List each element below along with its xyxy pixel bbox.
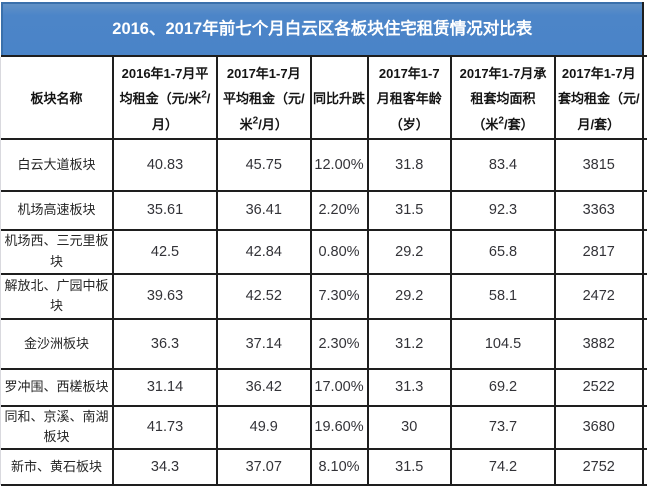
cell-rent-per-unit: 2522 xyxy=(556,369,642,405)
spacer-cell xyxy=(643,320,647,368)
spacer-cell xyxy=(643,2,647,55)
cell-avg2017: 36.42 xyxy=(218,369,310,405)
cell-avg2016: 42.5 xyxy=(114,231,216,273)
cell-avg2016: 34.3 xyxy=(114,450,216,484)
cell-avg2016: 31.14 xyxy=(114,369,216,405)
cell-avg2017: 49.9 xyxy=(218,406,310,448)
column-header-rent-per-unit: 2017年1-7月 套均租金（元/ 月/套） xyxy=(556,57,642,138)
cell-area: 83.4 xyxy=(452,140,554,190)
cell-rent-per-unit: 3815 xyxy=(556,140,642,190)
cell-yoy: 8.10% xyxy=(311,450,367,484)
cell-avg2017: 45.75 xyxy=(218,140,310,190)
cell-area: 65.8 xyxy=(452,231,554,273)
row-name: 新市、黄石板块 xyxy=(1,450,112,484)
row-name: 罗冲围、西槎板块 xyxy=(1,369,112,405)
cell-area: 58.1 xyxy=(452,274,554,318)
cell-avg2017: 37.07 xyxy=(218,450,310,484)
cell-avg2017: 36.41 xyxy=(218,191,310,229)
cell-area: 74.2 xyxy=(452,450,554,484)
cell-avg2017: 42.52 xyxy=(218,274,310,318)
table-left-gridline xyxy=(0,57,1,485)
cell-age: 31.8 xyxy=(368,140,450,190)
cell-age: 29.2 xyxy=(368,231,450,273)
column-header-avg2016: 2016年1-7月平 均租金（元/米2/ 月） xyxy=(114,57,216,138)
cell-rent-per-unit: 2752 xyxy=(556,450,642,484)
cell-age: 29.2 xyxy=(368,274,450,318)
row-name: 机场西、三元里板块 xyxy=(1,231,112,273)
cell-avg2016: 39.63 xyxy=(114,274,216,318)
spacer-cell xyxy=(643,57,647,138)
cell-age: 31.3 xyxy=(368,369,450,405)
spacer-cell xyxy=(643,274,647,318)
cell-age: 31.5 xyxy=(368,450,450,484)
spacer-cell xyxy=(643,369,647,405)
spacer-cell xyxy=(643,231,647,273)
row-name: 白云大道板块 xyxy=(1,140,112,190)
table-title: 2016、2017年前七个月白云区各板块住宅租赁情况对比表 xyxy=(1,2,642,55)
column-header-name: 板块名称 xyxy=(1,57,112,138)
cell-area: 73.7 xyxy=(452,406,554,448)
cell-rent-per-unit: 2472 xyxy=(556,274,642,318)
cell-avg2016: 41.73 xyxy=(114,406,216,448)
spacer-cell xyxy=(643,450,647,484)
row-name: 机场高速板块 xyxy=(1,191,112,229)
cell-yoy: 7.30% xyxy=(311,274,367,318)
cell-yoy: 2.20% xyxy=(311,191,367,229)
spacer-cell xyxy=(643,140,647,190)
cell-age: 31.2 xyxy=(368,320,450,368)
cell-yoy: 19.60% xyxy=(311,406,367,448)
cell-rent-per-unit: 3680 xyxy=(556,406,642,448)
cell-avg2017: 37.14 xyxy=(218,320,310,368)
cell-rent-per-unit: 3363 xyxy=(556,191,642,229)
cell-yoy: 12.00% xyxy=(311,140,367,190)
spacer-cell xyxy=(643,191,647,229)
column-header-age: 2017年1-7 月租客年龄 （岁） xyxy=(368,57,450,138)
cell-avg2017: 42.84 xyxy=(218,231,310,273)
cell-rent-per-unit: 3882 xyxy=(556,320,642,368)
cell-age: 30 xyxy=(368,406,450,448)
spacer-cell xyxy=(643,406,647,448)
cell-area: 92.3 xyxy=(452,191,554,229)
column-header-area: 2017年1-7月承 租套均面积 （米2/套） xyxy=(452,57,554,138)
cell-avg2016: 35.61 xyxy=(114,191,216,229)
cell-area: 69.2 xyxy=(452,369,554,405)
cell-age: 31.5 xyxy=(368,191,450,229)
cell-yoy: 17.00% xyxy=(311,369,367,405)
cell-yoy: 0.80% xyxy=(311,231,367,273)
row-name: 同和、京溪、南湖板块 xyxy=(1,406,112,448)
row-name: 金沙洲板块 xyxy=(1,320,112,368)
cell-yoy: 2.30% xyxy=(311,320,367,368)
cell-rent-per-unit: 2817 xyxy=(556,231,642,273)
row-name: 解放北、广园中板块 xyxy=(1,274,112,318)
cell-area: 104.5 xyxy=(452,320,554,368)
column-header-yoy: 同比升跌 xyxy=(311,57,367,138)
column-header-avg2017: 2017年1-7月 平均租金（元/ 米2/月） xyxy=(218,57,310,138)
cell-avg2016: 36.3 xyxy=(114,320,216,368)
cell-avg2016: 40.83 xyxy=(114,140,216,190)
